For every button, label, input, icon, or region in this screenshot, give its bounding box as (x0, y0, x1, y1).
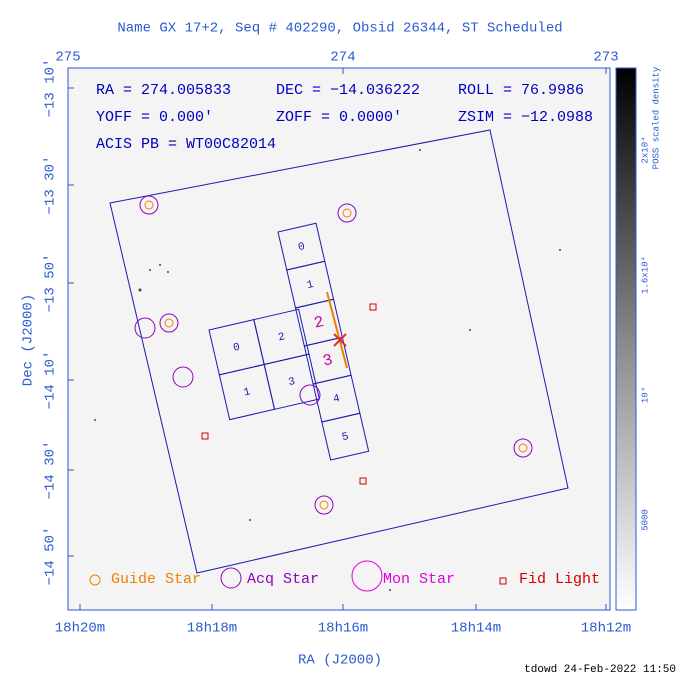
info-text: ACIS PB = WT00C82014 (96, 136, 276, 153)
info-text: DEC = −14.036222 (276, 82, 420, 99)
colorbar (615, 67, 637, 611)
chip-label: 3 (321, 351, 334, 371)
top-tick-label: 274 (330, 50, 355, 66)
background-stars (94, 149, 561, 591)
x-label: RA (J2000) (298, 653, 382, 669)
chip-label: 1 (243, 386, 253, 399)
legend-item: Mon Star (383, 571, 455, 588)
acis-i: 0 2 1 3 (208, 308, 320, 421)
bottom-tick-label: 18h20m (55, 621, 105, 637)
bottom-tick-label: 18h12m (581, 621, 631, 637)
legend-item: Guide Star (111, 571, 201, 588)
colorbar-labels: 2x10⁴ 1.6x10⁴ 10⁴ 5000 (639, 136, 650, 530)
colorbar-label: 5000 (640, 509, 650, 531)
chip-label: 4 (332, 393, 342, 406)
chip-label: 2 (277, 331, 286, 344)
chip-label: 3 (287, 376, 296, 389)
acis-s: 0 1 2 3 4 5 (277, 222, 370, 461)
axes: 275 274 273 18h20m 18h18m 18h16m 18h14m 18h12m −… (43, 50, 632, 637)
chip-label: 5 (341, 431, 350, 444)
chip-label: 2 (312, 313, 325, 333)
info-text: ZOFF = 0.0000' (276, 109, 402, 126)
chip-label: 1 (306, 279, 316, 292)
y-label: Dec (J2000) (21, 294, 37, 386)
bottom-tick-label: 18h16m (318, 621, 368, 637)
chip (263, 353, 320, 410)
legend-item: Acq Star (247, 571, 319, 588)
left-tick-label: −14 10' (43, 351, 59, 410)
left-tick-label: −13 30' (43, 156, 59, 215)
aimpoint-line (326, 291, 348, 369)
left-tick-label: −14 50' (43, 527, 59, 586)
title: Name GX 17+2, Seq # 402290, Obsid 26344,… (117, 21, 562, 37)
bottom-tick-label: 18h14m (451, 621, 501, 637)
left-tick-label: −13 50' (43, 254, 59, 313)
bottom-tick-label: 18h18m (187, 621, 237, 637)
left-tick-label: −13 10' (43, 59, 59, 118)
info-text: YOFF = 0.000' (96, 109, 213, 126)
chip-label: 0 (297, 241, 306, 254)
left-tick-label: −14 30' (43, 441, 59, 500)
colorbar-title: POSS scaled density (651, 66, 661, 169)
colorbar-label: 1.6x10⁴ (639, 256, 650, 294)
info: RA = 274.005833 DEC = −14.036222 ROLL = 76… (96, 82, 593, 153)
legend: Guide Star Acq Star Mon Star Fid Light (89, 560, 600, 592)
chip (321, 412, 370, 461)
stars (134, 195, 533, 515)
info-text: ZSIM = −12.0988 (458, 109, 593, 126)
info-text: RA = 274.005833 (96, 82, 231, 99)
top-tick-label: 273 (593, 50, 618, 66)
target (333, 333, 347, 347)
field-of-view (109, 129, 569, 574)
legend-item: Fid Light (519, 571, 600, 588)
colorbar-label: 2x10⁴ (639, 136, 650, 163)
top-tick-label: 275 (55, 50, 80, 66)
footer: tdowd 24-Feb-2022 11:50 (524, 664, 676, 676)
colorbar-label: 10⁴ (639, 387, 650, 403)
chip-label: 0 (232, 342, 241, 355)
info-text: ROLL = 76.9986 (458, 82, 584, 99)
